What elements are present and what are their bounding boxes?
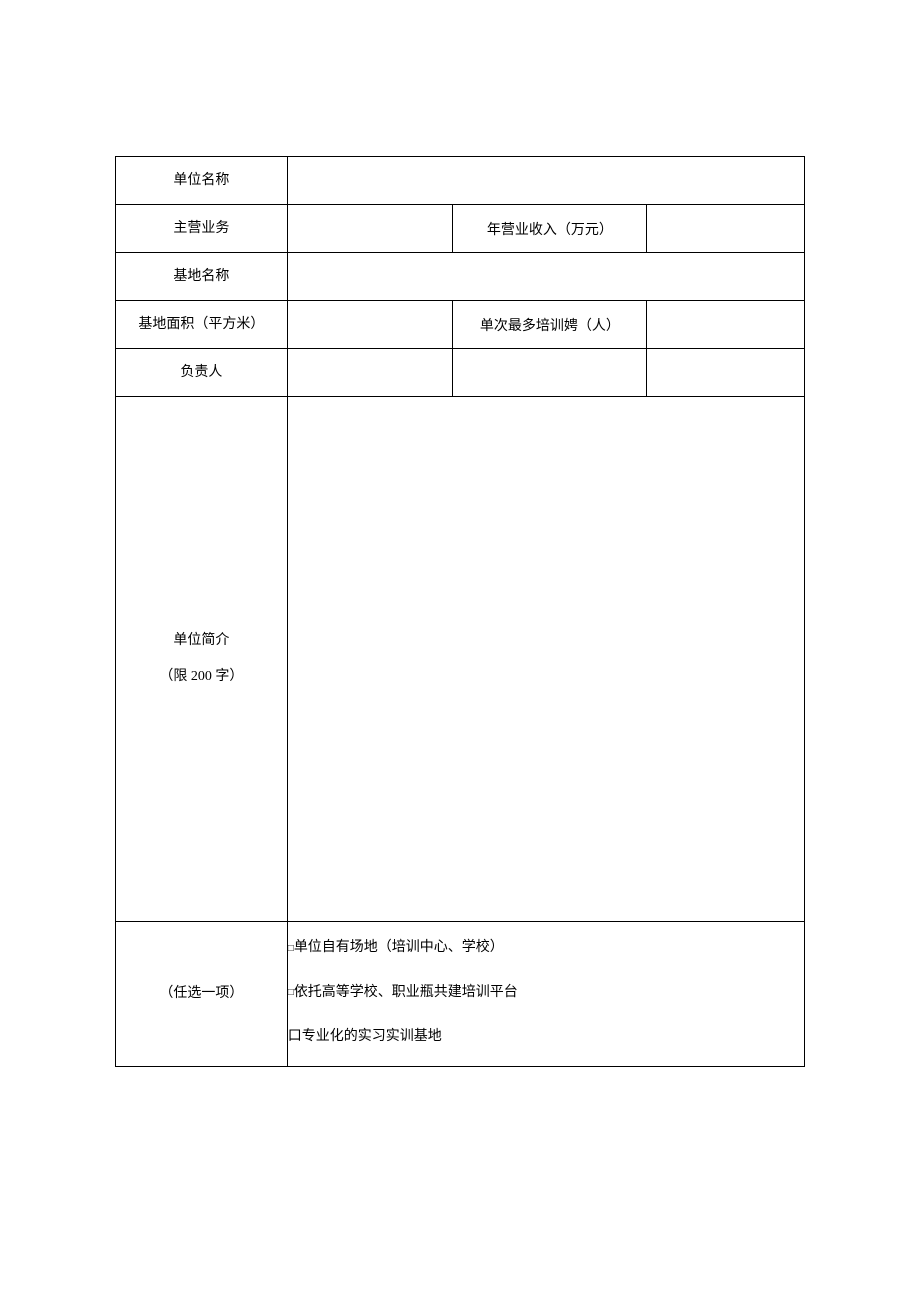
- unit-intro-value[interactable]: [287, 397, 804, 922]
- main-business-value[interactable]: [287, 205, 453, 253]
- unit-intro-label: 单位简介 （限 200 字）: [116, 397, 288, 922]
- options-select-note: （任选一项）: [116, 922, 288, 1067]
- checkbox-icon: 口: [288, 1026, 302, 1048]
- base-name-label: 基地名称: [116, 253, 288, 301]
- option-1[interactable]: □ 单位自有场地（培训中心、学校）: [288, 937, 804, 959]
- base-name-value[interactable]: [287, 253, 804, 301]
- option-2[interactable]: □ 依托高等学校、职业瓶共建培训平台: [288, 982, 804, 1004]
- application-form-table: 单位名称 主营业务 年营业收入（万元） 基地名称 基地面积（平方米） 单次最多培…: [115, 156, 805, 1067]
- responsible-value[interactable]: [287, 349, 453, 397]
- option-3-text: 专业化的实习实训基地: [302, 1026, 442, 1048]
- unit-intro-label-line1: 单位简介: [116, 623, 287, 659]
- option-3[interactable]: 口 专业化的实习实训基地: [288, 1026, 804, 1048]
- unit-intro-label-line2: （限 200 字）: [116, 659, 287, 695]
- option-1-text: 单位自有场地（培训中心、学校）: [294, 937, 504, 959]
- base-area-label: 基地面积（平方米）: [116, 301, 288, 349]
- responsible-label: 负责人: [116, 349, 288, 397]
- main-business-label: 主营业务: [116, 205, 288, 253]
- responsible-col4[interactable]: [647, 349, 805, 397]
- capacity-label: 单次最多培训娉（人）: [453, 301, 647, 349]
- base-area-value[interactable]: [287, 301, 453, 349]
- annual-revenue-value[interactable]: [647, 205, 805, 253]
- capacity-value[interactable]: [647, 301, 805, 349]
- unit-name-value[interactable]: [287, 157, 804, 205]
- unit-name-label: 单位名称: [116, 157, 288, 205]
- annual-revenue-label: 年营业收入（万元）: [453, 205, 647, 253]
- options-cell: □ 单位自有场地（培训中心、学校） □ 依托高等学校、职业瓶共建培训平台 口 专…: [287, 922, 804, 1067]
- responsible-col3[interactable]: [453, 349, 647, 397]
- option-2-text: 依托高等学校、职业瓶共建培训平台: [294, 982, 518, 1004]
